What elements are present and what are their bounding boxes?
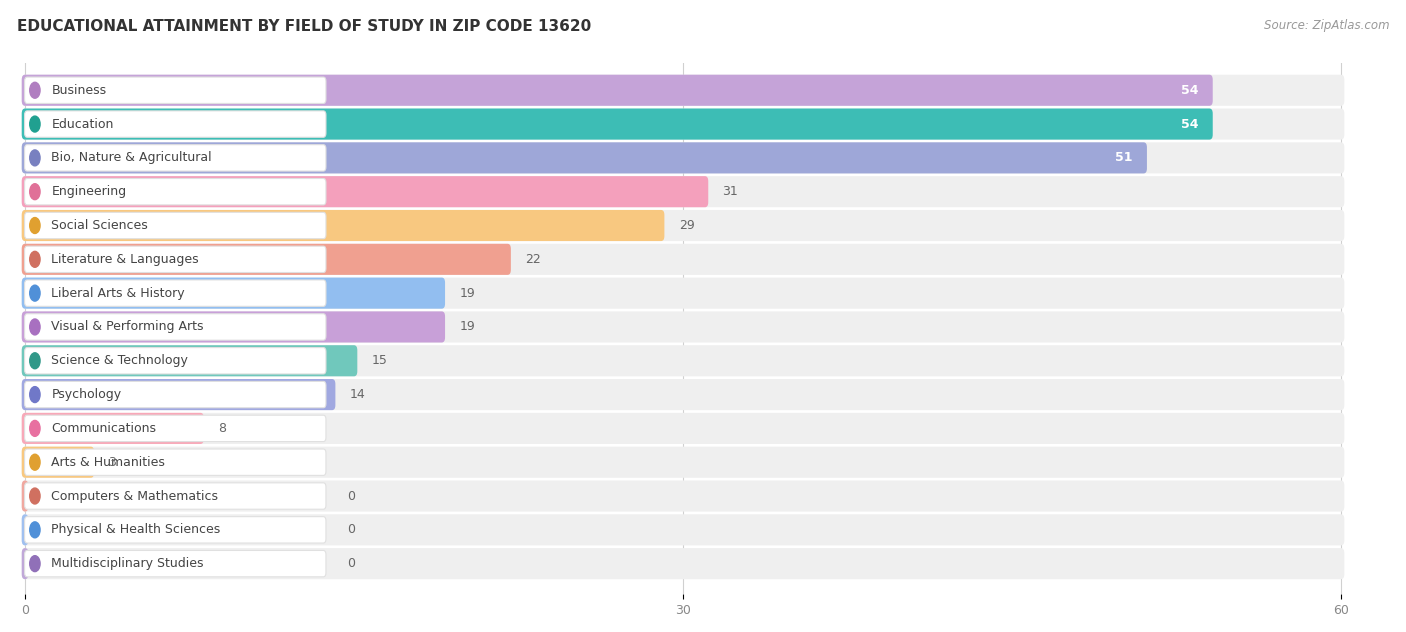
FancyBboxPatch shape xyxy=(21,413,1344,444)
Circle shape xyxy=(30,184,39,200)
FancyBboxPatch shape xyxy=(24,111,326,137)
Text: 8: 8 xyxy=(218,422,226,435)
Circle shape xyxy=(30,387,39,403)
Text: 31: 31 xyxy=(723,185,738,198)
Text: 0: 0 xyxy=(347,490,356,502)
Text: Physical & Health Sciences: Physical & Health Sciences xyxy=(52,523,221,537)
FancyBboxPatch shape xyxy=(21,447,94,478)
Text: 19: 19 xyxy=(460,287,475,300)
Circle shape xyxy=(30,556,39,571)
Text: EDUCATIONAL ATTAINMENT BY FIELD OF STUDY IN ZIP CODE 13620: EDUCATIONAL ATTAINMENT BY FIELD OF STUDY… xyxy=(17,19,591,34)
Text: 0: 0 xyxy=(347,523,356,537)
FancyBboxPatch shape xyxy=(21,413,204,444)
Circle shape xyxy=(30,150,39,166)
Circle shape xyxy=(30,252,39,267)
Text: Science & Technology: Science & Technology xyxy=(52,355,188,367)
Text: Source: ZipAtlas.com: Source: ZipAtlas.com xyxy=(1264,19,1389,32)
Text: Multidisciplinary Studies: Multidisciplinary Studies xyxy=(52,557,204,570)
FancyBboxPatch shape xyxy=(24,313,326,340)
FancyBboxPatch shape xyxy=(24,415,326,442)
Text: Bio, Nature & Agricultural: Bio, Nature & Agricultural xyxy=(52,152,212,164)
Text: 14: 14 xyxy=(350,388,366,401)
Circle shape xyxy=(30,488,39,504)
FancyBboxPatch shape xyxy=(21,345,357,376)
Text: Engineering: Engineering xyxy=(52,185,127,198)
Text: 54: 54 xyxy=(1181,84,1198,97)
Text: Communications: Communications xyxy=(52,422,156,435)
Text: Liberal Arts & History: Liberal Arts & History xyxy=(52,287,186,300)
FancyBboxPatch shape xyxy=(24,145,326,171)
Circle shape xyxy=(30,454,39,470)
FancyBboxPatch shape xyxy=(21,480,28,511)
FancyBboxPatch shape xyxy=(21,548,28,579)
FancyBboxPatch shape xyxy=(21,480,1344,511)
FancyBboxPatch shape xyxy=(21,345,1344,376)
Circle shape xyxy=(30,522,39,538)
Circle shape xyxy=(30,353,39,368)
Text: 51: 51 xyxy=(1115,152,1133,164)
Text: Psychology: Psychology xyxy=(52,388,121,401)
FancyBboxPatch shape xyxy=(21,548,1344,579)
FancyBboxPatch shape xyxy=(21,312,446,343)
FancyBboxPatch shape xyxy=(21,75,1344,106)
Text: Arts & Humanities: Arts & Humanities xyxy=(52,456,166,469)
Text: Computers & Mathematics: Computers & Mathematics xyxy=(52,490,218,502)
FancyBboxPatch shape xyxy=(21,142,1344,173)
Text: 0: 0 xyxy=(347,557,356,570)
FancyBboxPatch shape xyxy=(21,176,1344,207)
FancyBboxPatch shape xyxy=(21,379,336,410)
FancyBboxPatch shape xyxy=(24,516,326,543)
FancyBboxPatch shape xyxy=(21,514,1344,545)
FancyBboxPatch shape xyxy=(21,75,1213,106)
Text: Business: Business xyxy=(52,84,107,97)
FancyBboxPatch shape xyxy=(24,77,326,104)
FancyBboxPatch shape xyxy=(21,277,1344,308)
Text: 19: 19 xyxy=(460,320,475,334)
FancyBboxPatch shape xyxy=(24,178,326,205)
Circle shape xyxy=(30,82,39,98)
FancyBboxPatch shape xyxy=(21,210,1344,241)
Text: 3: 3 xyxy=(108,456,117,469)
FancyBboxPatch shape xyxy=(21,109,1344,140)
Text: Education: Education xyxy=(52,118,114,131)
Circle shape xyxy=(30,420,39,436)
FancyBboxPatch shape xyxy=(24,381,326,408)
FancyBboxPatch shape xyxy=(21,244,510,275)
FancyBboxPatch shape xyxy=(24,550,326,577)
FancyBboxPatch shape xyxy=(21,447,1344,478)
Text: Social Sciences: Social Sciences xyxy=(52,219,148,232)
FancyBboxPatch shape xyxy=(21,142,1147,173)
Text: 15: 15 xyxy=(371,355,388,367)
Circle shape xyxy=(30,319,39,335)
Text: Literature & Languages: Literature & Languages xyxy=(52,253,200,266)
FancyBboxPatch shape xyxy=(24,348,326,374)
FancyBboxPatch shape xyxy=(21,312,1344,343)
Text: 54: 54 xyxy=(1181,118,1198,131)
Circle shape xyxy=(30,285,39,301)
FancyBboxPatch shape xyxy=(24,280,326,307)
Text: Visual & Performing Arts: Visual & Performing Arts xyxy=(52,320,204,334)
Text: 29: 29 xyxy=(679,219,695,232)
Text: 22: 22 xyxy=(524,253,541,266)
FancyBboxPatch shape xyxy=(21,109,1213,140)
Circle shape xyxy=(30,217,39,233)
FancyBboxPatch shape xyxy=(21,210,665,241)
FancyBboxPatch shape xyxy=(21,176,709,207)
FancyBboxPatch shape xyxy=(24,246,326,272)
Circle shape xyxy=(30,116,39,132)
FancyBboxPatch shape xyxy=(24,483,326,509)
FancyBboxPatch shape xyxy=(21,379,1344,410)
FancyBboxPatch shape xyxy=(24,449,326,475)
FancyBboxPatch shape xyxy=(24,212,326,239)
FancyBboxPatch shape xyxy=(21,244,1344,275)
FancyBboxPatch shape xyxy=(21,277,446,308)
FancyBboxPatch shape xyxy=(21,514,28,545)
